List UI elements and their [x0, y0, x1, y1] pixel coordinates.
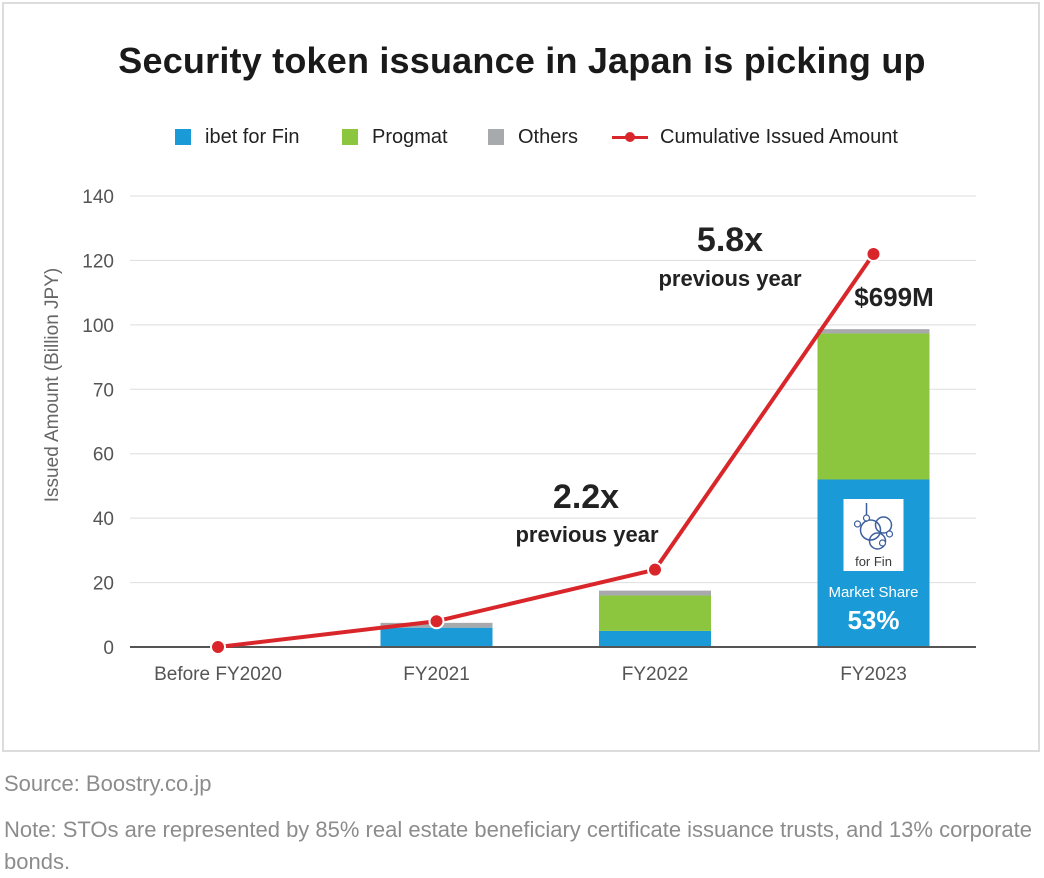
legend-item-others: Others: [488, 124, 578, 150]
x-tick-label: FY2022: [622, 664, 689, 685]
growth-fy2022-value: 2.2x: [553, 478, 619, 516]
bar-progmat-fy2023: [817, 333, 930, 480]
y-tick-label: 120: [82, 251, 114, 272]
x-tick-label: Before FY2020: [154, 664, 282, 685]
growth-fy2023-value: 5.8x: [697, 221, 763, 259]
growth-fy2023-text: previous year: [658, 266, 802, 291]
total-fy2023-label: $699M: [854, 282, 934, 312]
y-tick-label: 0: [103, 638, 114, 659]
y-tick-label: 60: [93, 445, 114, 466]
bar-others-fy2022: [599, 590, 711, 596]
ibet-logo-icon: [853, 520, 862, 528]
ibet-logo-icon: [885, 530, 894, 538]
ibet-logo-text: for Fin: [855, 554, 892, 569]
cumulative-point: [428, 613, 445, 630]
bar-progmat-fy2022: [599, 595, 711, 631]
cumulative-line: [217, 252, 876, 649]
y-tick-label: 20: [93, 574, 114, 595]
ibet-logo-icon: [878, 539, 887, 547]
cumulative-point: [210, 639, 226, 655]
legend-swatch-progmat: [342, 129, 358, 145]
legend-label-others: Others: [518, 125, 579, 148]
chart-legend: ibet for Fin Progmat Others Cumulative I…: [0, 124, 1044, 150]
legend-label-cumulative: Cumulative Issued Amount: [660, 125, 898, 148]
ibet-logo-icon: [859, 519, 882, 541]
y-tick-label: 70: [93, 380, 114, 401]
source-note: Source: Boostry.co.jp: [4, 771, 212, 796]
bar-ibet-for-fin-fy2021: [380, 627, 493, 647]
market-share-label: Market Share: [828, 584, 918, 601]
chart-plot: 0 20 40 60 70 100 120 140 Issued Amount (Billion…: [42, 187, 976, 685]
legend-item-progmat: Progmat: [342, 124, 448, 150]
y-tick-label: 140: [82, 187, 114, 208]
legend-label-progmat: Progmat: [372, 125, 448, 148]
market-share-value: 53%: [847, 605, 899, 635]
ibet-logo-icon: [862, 514, 871, 522]
y-axis-label: Issued Amount (Billion JPY): [42, 268, 63, 502]
bar-ibet-for-fin-fy2022: [599, 630, 711, 647]
legend-swatch-ibet: [175, 129, 191, 145]
legend-item-cumulative: Cumulative Issued Amount: [612, 124, 898, 150]
y-tick-label: 100: [82, 316, 114, 337]
growth-fy2022-text: previous year: [515, 522, 659, 547]
x-tick-label: FY2023: [840, 664, 907, 685]
ibet-logo-box: [843, 499, 904, 571]
legend-swatch-cumulative: [612, 129, 648, 145]
cumulative-point: [865, 245, 882, 262]
chart-title: Security token issuance in Japan is pick…: [118, 40, 926, 81]
legend-swatch-others: [488, 129, 504, 145]
bar-others-fy2023: [817, 329, 930, 334]
x-tick-label: FY2021: [403, 664, 470, 685]
legend-label-ibet: ibet for Fin: [205, 125, 300, 148]
legend-item-ibet: ibet for Fin: [175, 124, 299, 150]
ibet-logo-icon: [874, 516, 893, 534]
y-tick-label: 40: [93, 509, 114, 530]
ibet-logo-icon: [868, 532, 887, 550]
footnote: Note: STOs are represented by 85% real e…: [4, 817, 1033, 874]
cumulative-point: [647, 561, 663, 578]
